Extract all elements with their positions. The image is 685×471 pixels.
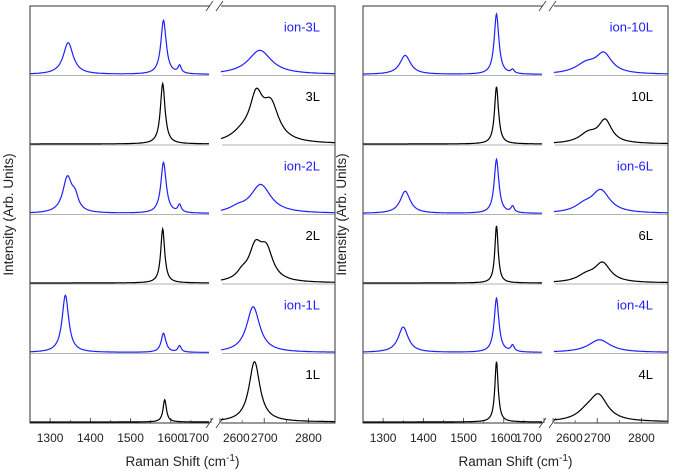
spectrum-2L-low	[30, 226, 209, 284]
series-label: ion-2L	[284, 158, 320, 173]
series-label: 4L	[639, 367, 653, 382]
spectrum-1L-low	[30, 398, 209, 423]
x-tick-label: 1600	[157, 431, 184, 445]
x-axis-label: Raman Shift (cm-1)	[459, 453, 573, 469]
series-label: ion-6L	[617, 158, 653, 173]
x-axis-label: Raman Shift (cm-1)	[126, 453, 240, 469]
x-tick-label: 2600	[223, 431, 250, 445]
spectrum-3L-low	[30, 81, 209, 145]
series-label: ion-4L	[617, 297, 653, 312]
axis-break-gap	[543, 4, 554, 8]
x-tick-label: 1400	[410, 431, 437, 445]
spectrum-6L-high	[553, 261, 668, 284]
series-label: 6L	[639, 228, 653, 243]
x-tick-label: 1300	[370, 431, 397, 445]
axis-break-gap	[210, 4, 221, 8]
axis-break-mark	[205, 0, 214, 12]
axis-break-gap	[210, 421, 221, 425]
spectrum-ion-10L-high	[553, 51, 668, 75]
series-label: 10L	[631, 89, 653, 104]
series-label: ion-3L	[284, 19, 320, 34]
x-tick-label: 1300	[37, 431, 64, 445]
x-tick-label: 2800	[295, 431, 322, 445]
spectrum-ion-6L-low	[363, 157, 542, 214]
axis-break-gap	[543, 421, 554, 425]
x-tick-label: 2600	[556, 431, 583, 445]
spectrum-4L-low	[363, 361, 542, 423]
series-label: 1L	[306, 367, 320, 382]
spectrum-1L-high	[220, 361, 335, 423]
x-tick-label: 2700	[251, 431, 278, 445]
spectrum-ion-2L-high	[220, 183, 335, 214]
axis-break-mark	[548, 0, 557, 12]
y-axis-label: Intensity (Arb. Units)	[1, 153, 16, 275]
spectrum-ion-1L-low	[30, 294, 209, 353]
spectrum-ion-1L-high	[220, 306, 335, 353]
spectrum-ion-3L-low	[30, 18, 209, 75]
axis-break-mark	[538, 0, 547, 12]
x-tick-label: 1500	[450, 431, 477, 445]
spectrum-10L-low	[363, 86, 542, 145]
x-tick-label: 2800	[628, 431, 655, 445]
x-tick-label: 1700	[515, 431, 542, 445]
series-label: 3L	[306, 89, 320, 104]
spectrum-3L-high	[220, 87, 335, 144]
series-label: 2L	[306, 228, 320, 243]
axis-break-mark	[205, 417, 214, 429]
spectrum-ion-4L-high	[553, 339, 668, 353]
axis-break-mark	[215, 0, 224, 12]
spectrum-ion-10L-low	[363, 12, 542, 75]
spectrum-4L-high	[553, 393, 668, 422]
spectrum-ion-2L-low	[30, 161, 209, 214]
spectrum-ion-3L-high	[220, 49, 335, 75]
x-tick-label: 2700	[584, 431, 611, 445]
spectrum-ion-4L-low	[363, 296, 542, 353]
spectrum-10L-high	[553, 118, 668, 145]
spectrum-6L-low	[363, 225, 542, 284]
x-tick-label: 1600	[490, 431, 517, 445]
series-label: ion-10L	[610, 19, 653, 34]
x-tick-label: 1500	[117, 431, 144, 445]
x-tick-label: 1400	[77, 431, 104, 445]
spectrum-ion-6L-high	[553, 188, 668, 214]
series-label: ion-1L	[284, 297, 320, 312]
x-tick-label: 1700	[182, 431, 209, 445]
y-axis-label: Intensity (Arb. Units)	[334, 153, 349, 275]
axis-break-mark	[538, 417, 547, 429]
spectrum-2L-high	[220, 239, 335, 283]
